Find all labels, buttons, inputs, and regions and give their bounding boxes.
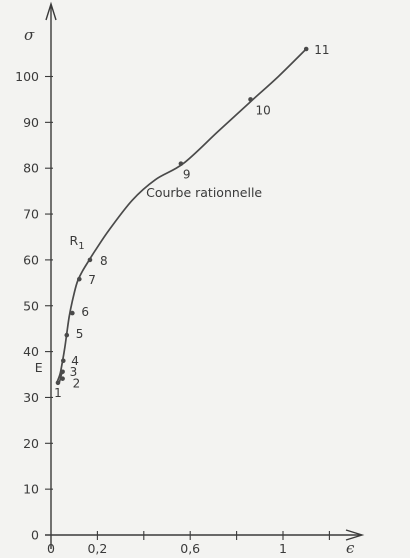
y-tick-label: 80 (23, 161, 39, 176)
x-axis-arrow (345, 529, 365, 541)
y-tick-label: 50 (23, 298, 39, 313)
data-point-10 (248, 97, 253, 102)
point-label-10: 10 (256, 103, 271, 117)
y-tick-label: 10 (23, 482, 39, 497)
point-label-2: 2 (73, 377, 81, 391)
annotation-text: R (70, 233, 79, 248)
x-ticks: 0 0,2 0,6 1 (47, 531, 330, 556)
data-point-7 (77, 276, 82, 282)
point-label-7: 7 (88, 273, 96, 287)
annotation-text: E (35, 360, 43, 375)
y-tick-label: 40 (23, 344, 39, 359)
point-label-6: 6 (81, 305, 89, 319)
y-axis-arrow (45, 1, 57, 21)
annotation-r: R1 (70, 233, 85, 252)
annotation-text: Courbe rationnelle (146, 185, 262, 200)
data-point-9 (178, 161, 184, 166)
annotation-e: E (35, 360, 43, 375)
point-label-3: 3 (70, 365, 78, 379)
data-point-8 (87, 257, 93, 263)
annotation-subscript: 1 (78, 241, 84, 252)
y-axis-title: σ (24, 26, 35, 44)
point-label-1: 1 (54, 386, 62, 400)
y-ticks: 0 10 20 30 40 50 60 70 80 90 100 (15, 69, 53, 543)
x-axis-title: ϵ (346, 539, 355, 557)
data-point-3 (60, 369, 65, 375)
point-label-11: 11 (314, 43, 329, 57)
annotation-curve-name: Courbe rationnelle (146, 185, 262, 200)
axes: σ ϵ (24, 1, 365, 557)
point-label-5: 5 (76, 327, 84, 341)
data-point-2 (60, 376, 65, 381)
x-tick-label: 1 (279, 541, 287, 556)
y-tick-label: 70 (23, 207, 39, 222)
data-point-5 (64, 332, 70, 338)
data-point-11 (303, 46, 309, 52)
point-label-8: 8 (100, 254, 108, 268)
rational-curve-line (56, 48, 307, 384)
point-label-9: 9 (183, 168, 191, 182)
point-label-4: 4 (71, 354, 79, 368)
x-tick-label: 0,2 (87, 541, 107, 556)
y-tick-label: 90 (23, 115, 39, 130)
y-tick-label: 100 (15, 69, 39, 84)
y-tick-label: 20 (23, 436, 39, 451)
data-point-6 (70, 310, 75, 316)
data-point-4 (60, 358, 66, 364)
annotations: Courbe rationnelle R1 E (35, 185, 263, 375)
y-tick-label: 60 (23, 252, 39, 267)
x-tick-label: 0 (47, 541, 55, 556)
data-point-1 (55, 380, 61, 386)
x-tick-label: 0,6 (180, 541, 200, 556)
y-tick-label: 30 (23, 390, 39, 405)
y-tick-label: 0 (31, 528, 39, 543)
